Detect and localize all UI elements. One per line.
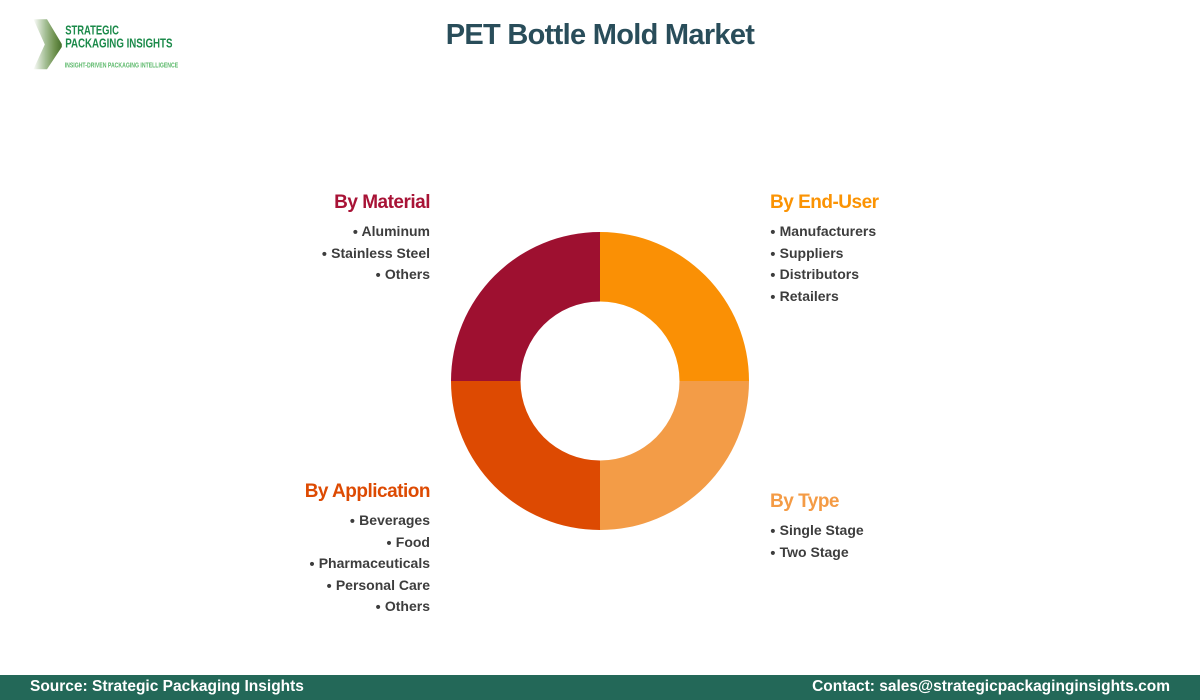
svg-text:PACKAGING INSIGHTS: PACKAGING INSIGHTS: [65, 36, 173, 51]
svg-text:STRATEGIC: STRATEGIC: [65, 23, 119, 38]
svg-text:INSIGHT-DRIVEN PACKAGING INTEL: INSIGHT-DRIVEN PACKAGING INTELLIGENCE: [65, 60, 179, 69]
